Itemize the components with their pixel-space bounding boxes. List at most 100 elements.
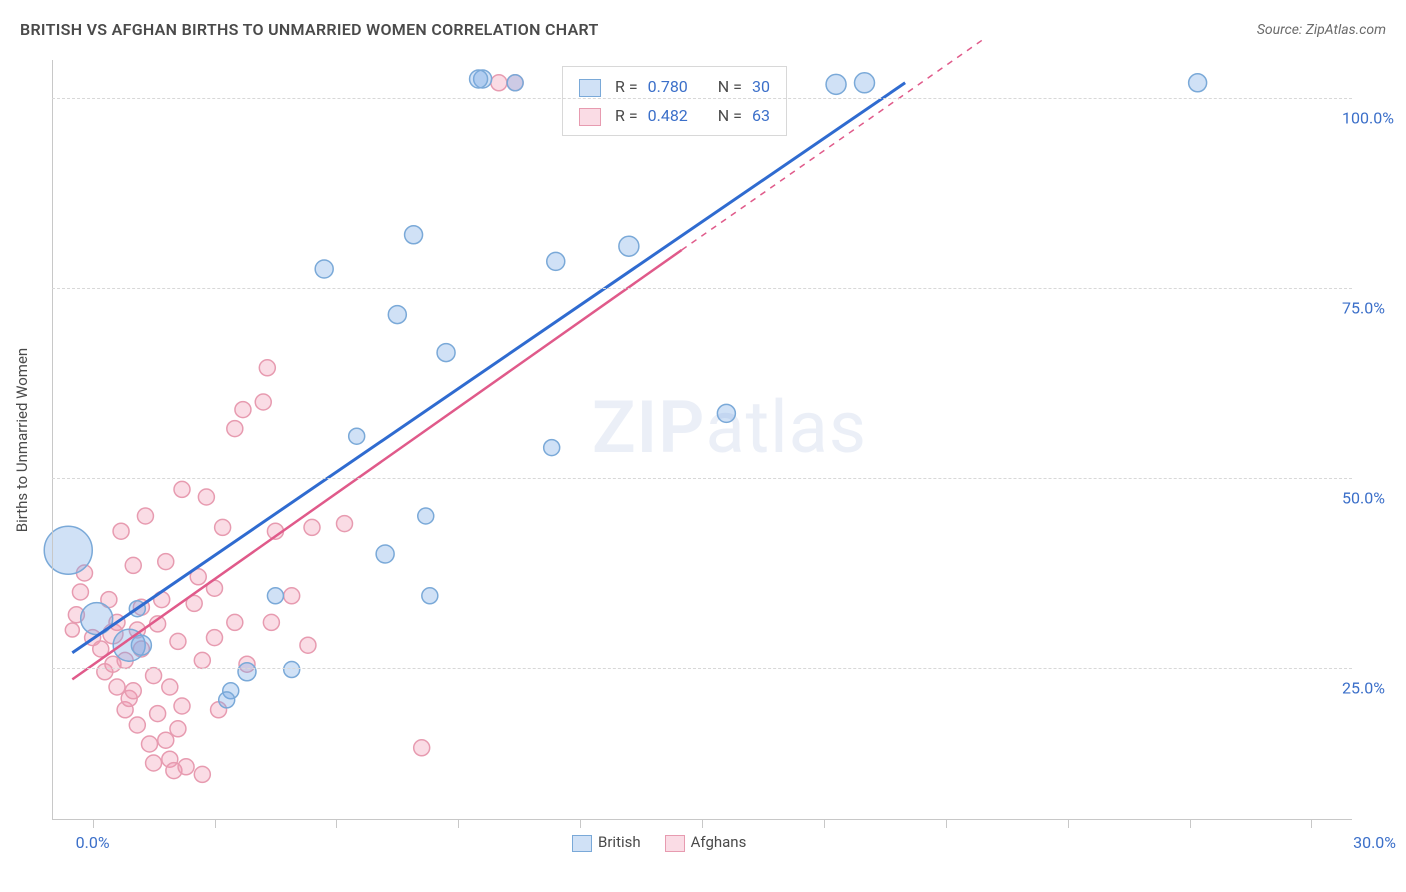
gridline (52, 288, 1352, 289)
legend-row-british: R = 0.780 N = 30 (575, 73, 774, 100)
scatter-point-afghan (129, 717, 145, 733)
scatter-point-british (470, 70, 488, 88)
scatter-point-afghan (491, 75, 507, 91)
scatter-point-british (422, 588, 438, 604)
legend-n-label: N = (714, 102, 746, 129)
scatter-point-afghan (194, 652, 210, 668)
x-tick (93, 820, 94, 828)
x-tick (336, 820, 337, 828)
scatter-point-afghan (198, 489, 214, 505)
scatter-point-afghan (146, 755, 162, 771)
scatter-point-afghan (300, 637, 316, 653)
legend-r-label: R = (611, 73, 642, 100)
scatter-point-british (418, 508, 434, 524)
scatter-point-afghan (414, 740, 430, 756)
chart-plot-area: ZIPatlas R = 0.780 N = 30 R = 0.482 N = … (52, 60, 1352, 820)
y-axis-line (52, 60, 53, 820)
legend-r-value-afghan: 0.482 (644, 102, 692, 129)
legend-swatch-afghan (665, 835, 685, 852)
scatter-point-afghan (125, 557, 141, 573)
legend-n-value-afghan: 63 (748, 102, 774, 129)
legend-label-afghan: Afghans (691, 833, 747, 851)
scatter-point-british (131, 635, 151, 655)
scatter-point-afghan (227, 614, 243, 630)
trendline-afghan (72, 250, 681, 679)
scatter-point-british (1189, 74, 1207, 92)
scatter-point-afghan (158, 732, 174, 748)
x-tick (580, 820, 581, 828)
scatter-point-british (717, 404, 735, 422)
scatter-point-british (826, 74, 846, 94)
chart-header: BRITISH VS AFGHAN BIRTHS TO UNMARRIED WO… (20, 20, 1386, 39)
chart-source: Source: ZipAtlas.com (1257, 22, 1386, 38)
scatter-point-afghan (158, 554, 174, 570)
scatter-point-afghan (178, 759, 194, 775)
x-tick (458, 820, 459, 828)
x-tick (824, 820, 825, 828)
legend-n-value-british: 30 (748, 73, 774, 100)
scatter-point-british (437, 344, 455, 362)
scatter-point-afghan (174, 698, 190, 714)
legend-swatch-british (579, 79, 601, 97)
scatter-point-british (315, 260, 333, 278)
series-legend-afghan: Afghans (665, 833, 747, 852)
x-tick-label-right: 30.0% (1353, 833, 1396, 852)
correlation-legend: R = 0.780 N = 30 R = 0.482 N = 63 (562, 66, 787, 136)
x-tick (946, 820, 947, 828)
legend-r-label: R = (611, 102, 642, 129)
y-axis-label: Births to Unmarried Women (13, 348, 31, 532)
x-tick (1190, 820, 1191, 828)
scatter-point-afghan (194, 766, 210, 782)
scatter-point-afghan (109, 679, 125, 695)
scatter-point-british (284, 662, 300, 678)
gridline (52, 668, 1352, 669)
scatter-point-british (405, 226, 423, 244)
scatter-point-british (219, 692, 235, 708)
scatter-point-british (619, 236, 639, 256)
scatter-point-british (855, 73, 875, 93)
scatter-point-afghan (65, 623, 79, 637)
scatter-point-afghan (146, 668, 162, 684)
scatter-point-british (547, 252, 565, 270)
gridline (52, 98, 1352, 99)
chart-title: BRITISH VS AFGHAN BIRTHS TO UNMARRIED WO… (20, 20, 599, 39)
scatter-point-afghan (207, 630, 223, 646)
x-tick (1068, 820, 1069, 828)
legend-row-afghan: R = 0.482 N = 63 (575, 102, 774, 129)
scatter-point-afghan (259, 360, 275, 376)
scatter-point-afghan (255, 394, 271, 410)
x-tick-label-left: 0.0% (76, 833, 110, 852)
gridline (52, 478, 1352, 479)
legend-swatch-afghan (579, 108, 601, 126)
scatter-point-afghan (174, 481, 190, 497)
chart-svg (52, 60, 1352, 820)
scatter-point-afghan (72, 584, 88, 600)
scatter-point-afghan (162, 679, 178, 695)
scatter-point-afghan (227, 421, 243, 437)
x-tick (215, 820, 216, 828)
scatter-point-afghan (150, 706, 166, 722)
scatter-point-british (376, 545, 394, 563)
series-legend-british: British (572, 833, 641, 852)
scatter-point-afghan (284, 588, 300, 604)
y-tick-label: 75.0% (1342, 299, 1402, 318)
scatter-point-british (507, 75, 523, 91)
scatter-point-afghan (125, 683, 141, 699)
scatter-point-british (238, 663, 256, 681)
y-tick-label: 100.0% (1342, 109, 1402, 128)
legend-r-value-british: 0.780 (644, 73, 692, 100)
x-tick (1311, 820, 1312, 828)
scatter-point-afghan (235, 402, 251, 418)
x-tick (702, 820, 703, 828)
scatter-point-afghan (170, 721, 186, 737)
scatter-point-afghan (170, 633, 186, 649)
scatter-point-british (544, 440, 560, 456)
legend-n-label: N = (714, 73, 746, 100)
scatter-point-afghan (263, 614, 279, 630)
scatter-point-afghan (137, 508, 153, 524)
scatter-point-afghan (142, 736, 158, 752)
legend-swatch-british (572, 835, 592, 852)
series-legend: British Afghans (572, 833, 746, 852)
trendline-british (72, 83, 905, 653)
scatter-point-afghan (215, 519, 231, 535)
